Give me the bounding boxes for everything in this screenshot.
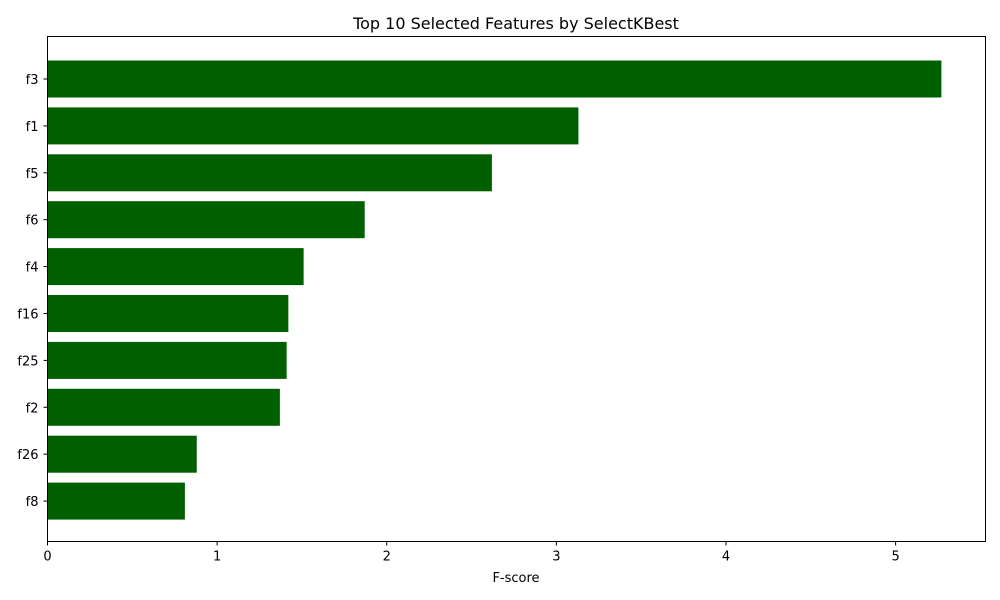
x-tick-label: 4 bbox=[722, 550, 730, 565]
chart-title: Top 10 Selected Features by SelectKBest bbox=[352, 14, 679, 33]
bar-f8 bbox=[47, 482, 185, 520]
bar-f5 bbox=[47, 154, 492, 192]
x-tick-label: 3 bbox=[552, 550, 560, 565]
bar-f3 bbox=[47, 60, 942, 98]
bar-f16 bbox=[47, 295, 289, 332]
y-axis-ticks: f3 f1 f5 f6 f4 f16 f25 f2 f26 f8 bbox=[17, 73, 48, 510]
y-tick-label: f2 bbox=[26, 401, 39, 416]
x-tick-label: 0 bbox=[43, 550, 51, 565]
y-tick-label: f8 bbox=[26, 495, 39, 510]
x-axis-label: F-score bbox=[492, 571, 539, 586]
bar-f25 bbox=[47, 341, 287, 379]
x-tick-label: 1 bbox=[213, 550, 221, 565]
plot-frame bbox=[47, 36, 986, 542]
bar-f2 bbox=[47, 388, 280, 426]
bar-f26 bbox=[47, 435, 197, 473]
y-tick-label: f6 bbox=[26, 214, 39, 229]
y-tick-label: f25 bbox=[17, 354, 38, 369]
y-tick-label: f3 bbox=[26, 73, 39, 88]
x-tick-label: 5 bbox=[891, 550, 899, 565]
bar-f1 bbox=[47, 107, 579, 145]
bar-f6 bbox=[47, 201, 365, 239]
y-tick-label: f4 bbox=[26, 261, 39, 276]
y-tick-label: f26 bbox=[17, 448, 38, 463]
bars-group bbox=[47, 60, 942, 520]
y-tick-label: f1 bbox=[26, 120, 39, 135]
x-tick-label: 2 bbox=[383, 550, 391, 565]
y-tick-label: f16 bbox=[17, 308, 38, 323]
y-tick-label: f5 bbox=[26, 167, 39, 182]
x-axis-ticks: 0 1 2 3 4 5 bbox=[43, 541, 900, 565]
bar-f4 bbox=[47, 248, 304, 286]
